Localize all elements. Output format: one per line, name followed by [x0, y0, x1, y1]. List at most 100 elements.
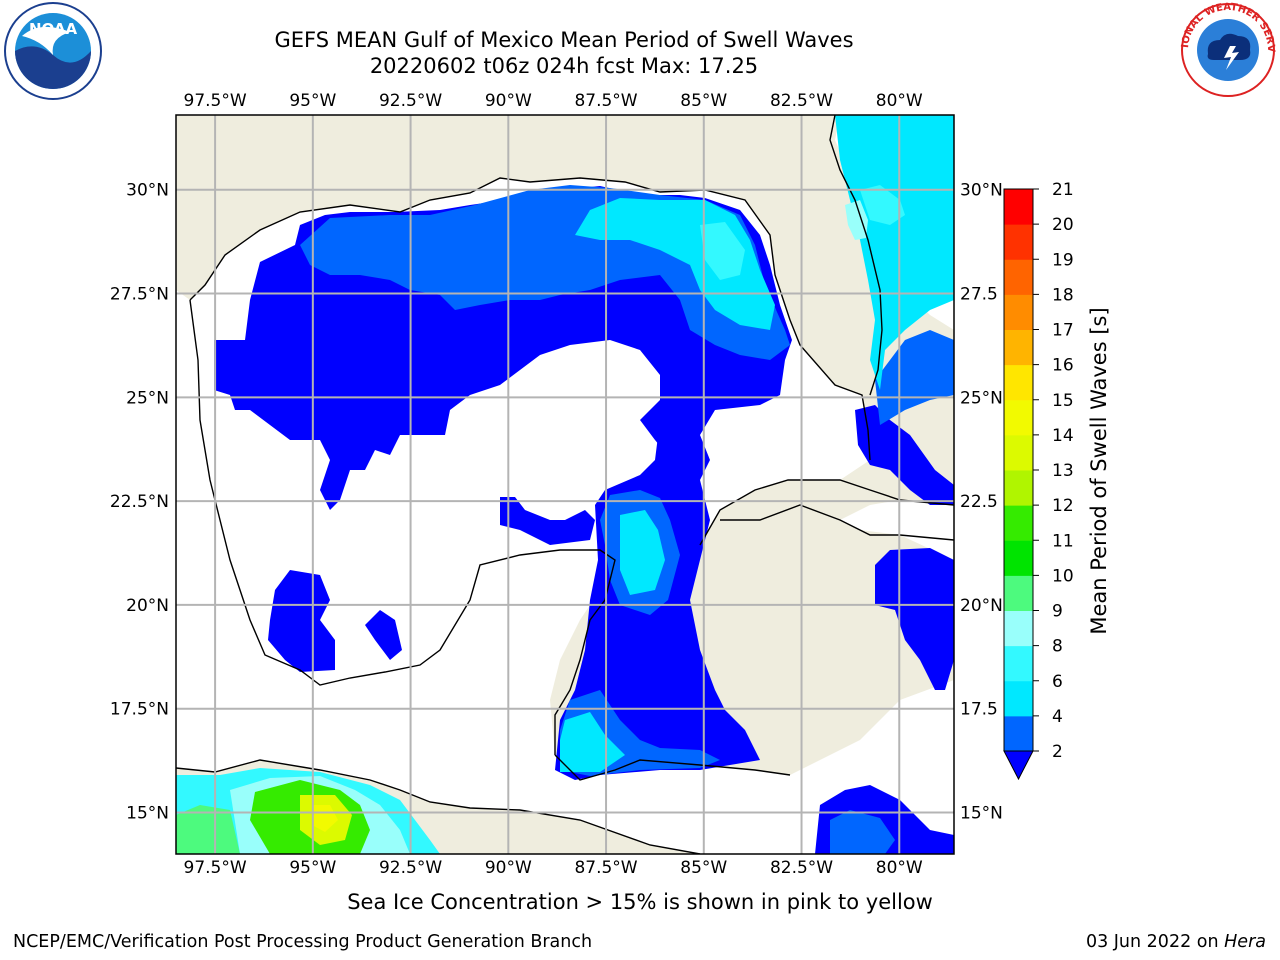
colorbar-tick-label: 2 [1052, 742, 1063, 762]
colorbar-tick-label: 21 [1052, 180, 1074, 200]
lat-label-left: 27.5°N [110, 285, 169, 305]
lon-label-bottom: 90°W [485, 858, 532, 878]
lon-label-top: 87.5°W [574, 91, 637, 111]
colorbar-segment [1004, 505, 1033, 541]
colorbar-label: Mean Period of Swell Waves [s] [1087, 307, 1111, 634]
sea-ice-note: Sea Ice Concentration > 15% is shown in … [347, 890, 933, 914]
colorbar: 2 4 6 8 9 10 11 12 13 14 15 16 17 18 19 20 21 [1003, 180, 1074, 781]
colorbar-tick-label: 9 [1052, 602, 1063, 622]
lat-label-right: 17.5 [960, 700, 998, 720]
lon-label-bottom: 97.5°W [184, 858, 247, 878]
lon-label-bottom: 92.5°W [379, 858, 442, 878]
noaa-logo: NOAA [4, 2, 102, 100]
colorbar-segment [1004, 224, 1033, 260]
graticule [176, 115, 954, 854]
lat-label-right: 22.5 [960, 492, 998, 512]
map-border [175, 114, 955, 855]
lat-label-left: 20°N [126, 596, 169, 616]
colorbar-tick-label: 4 [1052, 707, 1063, 727]
lat-label-right: 25°N [960, 388, 1003, 408]
swell-field-caribbean [875, 548, 954, 690]
colorbar-segment [1004, 434, 1033, 471]
colorbar-tick-label: 16 [1052, 356, 1074, 376]
swell-field-florida-atlantic [860, 185, 905, 225]
lon-label-bottom: 82.5°W [770, 858, 833, 878]
colorbar-tick-label: 6 [1052, 672, 1063, 692]
lon-label-top: 90°W [485, 91, 532, 111]
cuba-coastline [699, 479, 954, 546]
lat-label-right: 27.5 [960, 285, 998, 305]
colorbar-segment [1004, 575, 1033, 611]
lat-label-left: 22.5°N [110, 492, 169, 512]
swell-field-atlantic [835, 115, 954, 390]
host-name: Hera [1224, 932, 1266, 952]
swell-field-sw-gulf [365, 610, 402, 660]
colorbar-under-arrow [1003, 750, 1034, 781]
gulf-coastline [189, 177, 871, 461]
lat-label-right: 20°N [960, 596, 1003, 616]
axis-labels: 97.5°W 97.5°W 95°W 95°W 92.5°W 92.5°W 90°W 90°W… [110, 91, 1003, 878]
lon-label-top: 82.5°W [770, 91, 833, 111]
date-stamp: 03 Jun 2022 on Hera [1086, 932, 1266, 952]
colorbar-segment [1004, 645, 1033, 682]
lon-label-bottom: 95°W [289, 858, 336, 878]
colorbar-tick-label: 13 [1052, 461, 1074, 481]
date-text: 03 Jun 2022 on [1085, 932, 1225, 952]
lat-label-left: 15°N [126, 803, 169, 823]
pacific-coastline [176, 759, 701, 854]
colorbar-tick-label: 19 [1052, 250, 1074, 270]
swell-field-florida-coast-green [845, 200, 868, 240]
lat-label-right: 30°N [960, 181, 1003, 201]
colorbar-tick-label: 8 [1052, 637, 1063, 657]
colorbar-segment [1004, 540, 1033, 576]
lon-label-top: 95°W [289, 91, 336, 111]
map-frame [176, 115, 954, 854]
coastlines [176, 115, 954, 854]
lon-label-top: 85°W [680, 91, 727, 111]
nws-logo: NATIONAL WEATHER SERVICE [1176, 0, 1276, 97]
lat-label-left: 25°N [126, 388, 169, 408]
swell-field-south-band [830, 810, 895, 854]
lon-label-top: 97.5°W [184, 91, 247, 111]
lon-label-top: 92.5°W [379, 91, 442, 111]
swell-field-west-cuba [500, 497, 595, 545]
colorbar-segment [1004, 470, 1033, 506]
colorbar-tick-label: 17 [1052, 321, 1074, 341]
colorbar-segment [1004, 259, 1033, 295]
lon-label-top: 80°W [876, 91, 923, 111]
lightning-bolt-icon [1224, 46, 1239, 70]
swell-period-field [214, 115, 954, 854]
mexico-coastline [189, 299, 616, 755]
swell-field-atlantic-band [875, 330, 954, 425]
florida-east-coastline [829, 115, 883, 396]
swell-field-east-florida [855, 405, 954, 505]
map-title: GEFS MEAN Gulf of Mexico Mean Period of … [274, 28, 854, 52]
colorbar-segment [1004, 329, 1033, 366]
colorbar-segment [1004, 364, 1033, 401]
colorbar-segment [1004, 189, 1033, 225]
swell-field-big-bend [700, 222, 745, 280]
colorbar-tick-label: 15 [1052, 391, 1074, 411]
map-subtitle: 20220602 t06z 024h fcst Max: 17.25 [369, 54, 759, 78]
lat-label-right: 15°N [960, 803, 1003, 823]
colorbar-tick-label: 20 [1052, 215, 1074, 235]
swell-field-honduras [560, 712, 625, 772]
swell-field-yucatan-core [620, 510, 665, 595]
colorbar-segment [1004, 294, 1033, 330]
colorbar-tick-label: 18 [1052, 285, 1074, 305]
lon-label-bottom: 85°W [680, 858, 727, 878]
lat-label-left: 30°N [126, 181, 169, 201]
swell-field-campeche [268, 570, 335, 672]
colorbar-tick-label: 14 [1052, 426, 1074, 446]
colorbar-segment [1004, 399, 1033, 436]
colorbar-segment [1004, 610, 1033, 647]
credit-text: NCEP/EMC/Verification Post Processing Pr… [13, 932, 593, 952]
colorbar-segment [1004, 680, 1033, 717]
pacific-swell-field [176, 768, 440, 854]
colorbar-tick-label: 12 [1052, 496, 1074, 516]
central-america-coastline [554, 754, 791, 781]
colorbar-tick-label: 11 [1052, 531, 1074, 551]
lon-label-bottom: 80°W [876, 858, 923, 878]
colorbar-segment [1004, 715, 1033, 752]
